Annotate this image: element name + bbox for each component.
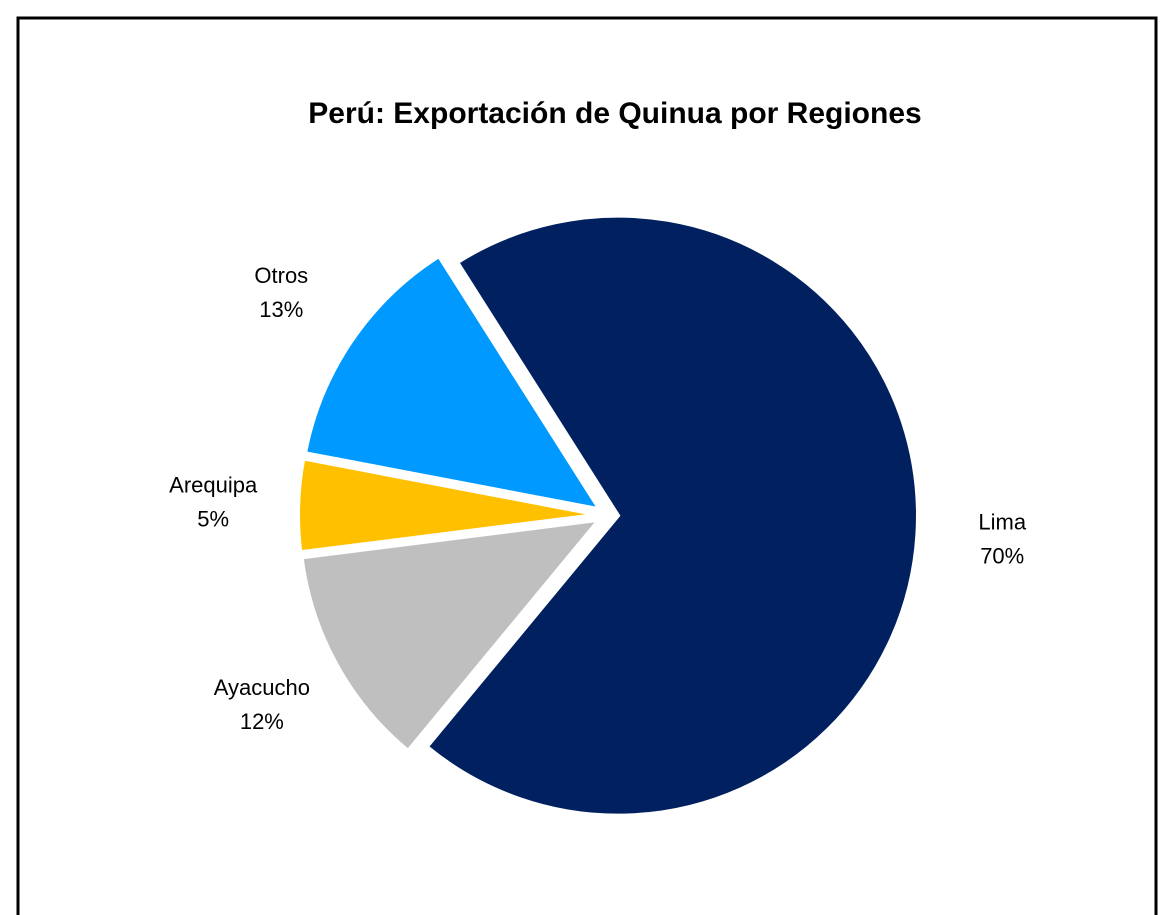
slice-label-name: Ayacucho [214,675,310,700]
slice-label-value: 13% [259,297,303,322]
pie-slice [296,456,599,555]
slice-label-name: Lima [978,510,1026,535]
pie-slice [299,517,604,754]
slice-label-name: Otros [254,263,308,288]
chart-title: Perú: Exportación de Quinua por Regiones [308,97,921,130]
slice-label-name: Arequipa [169,472,258,497]
pie-slice [302,253,604,513]
slice-label-value: 5% [197,506,229,531]
pie-slice [423,213,920,818]
slice-label-value: 12% [240,709,284,734]
slice-label-value: 70% [980,544,1024,569]
